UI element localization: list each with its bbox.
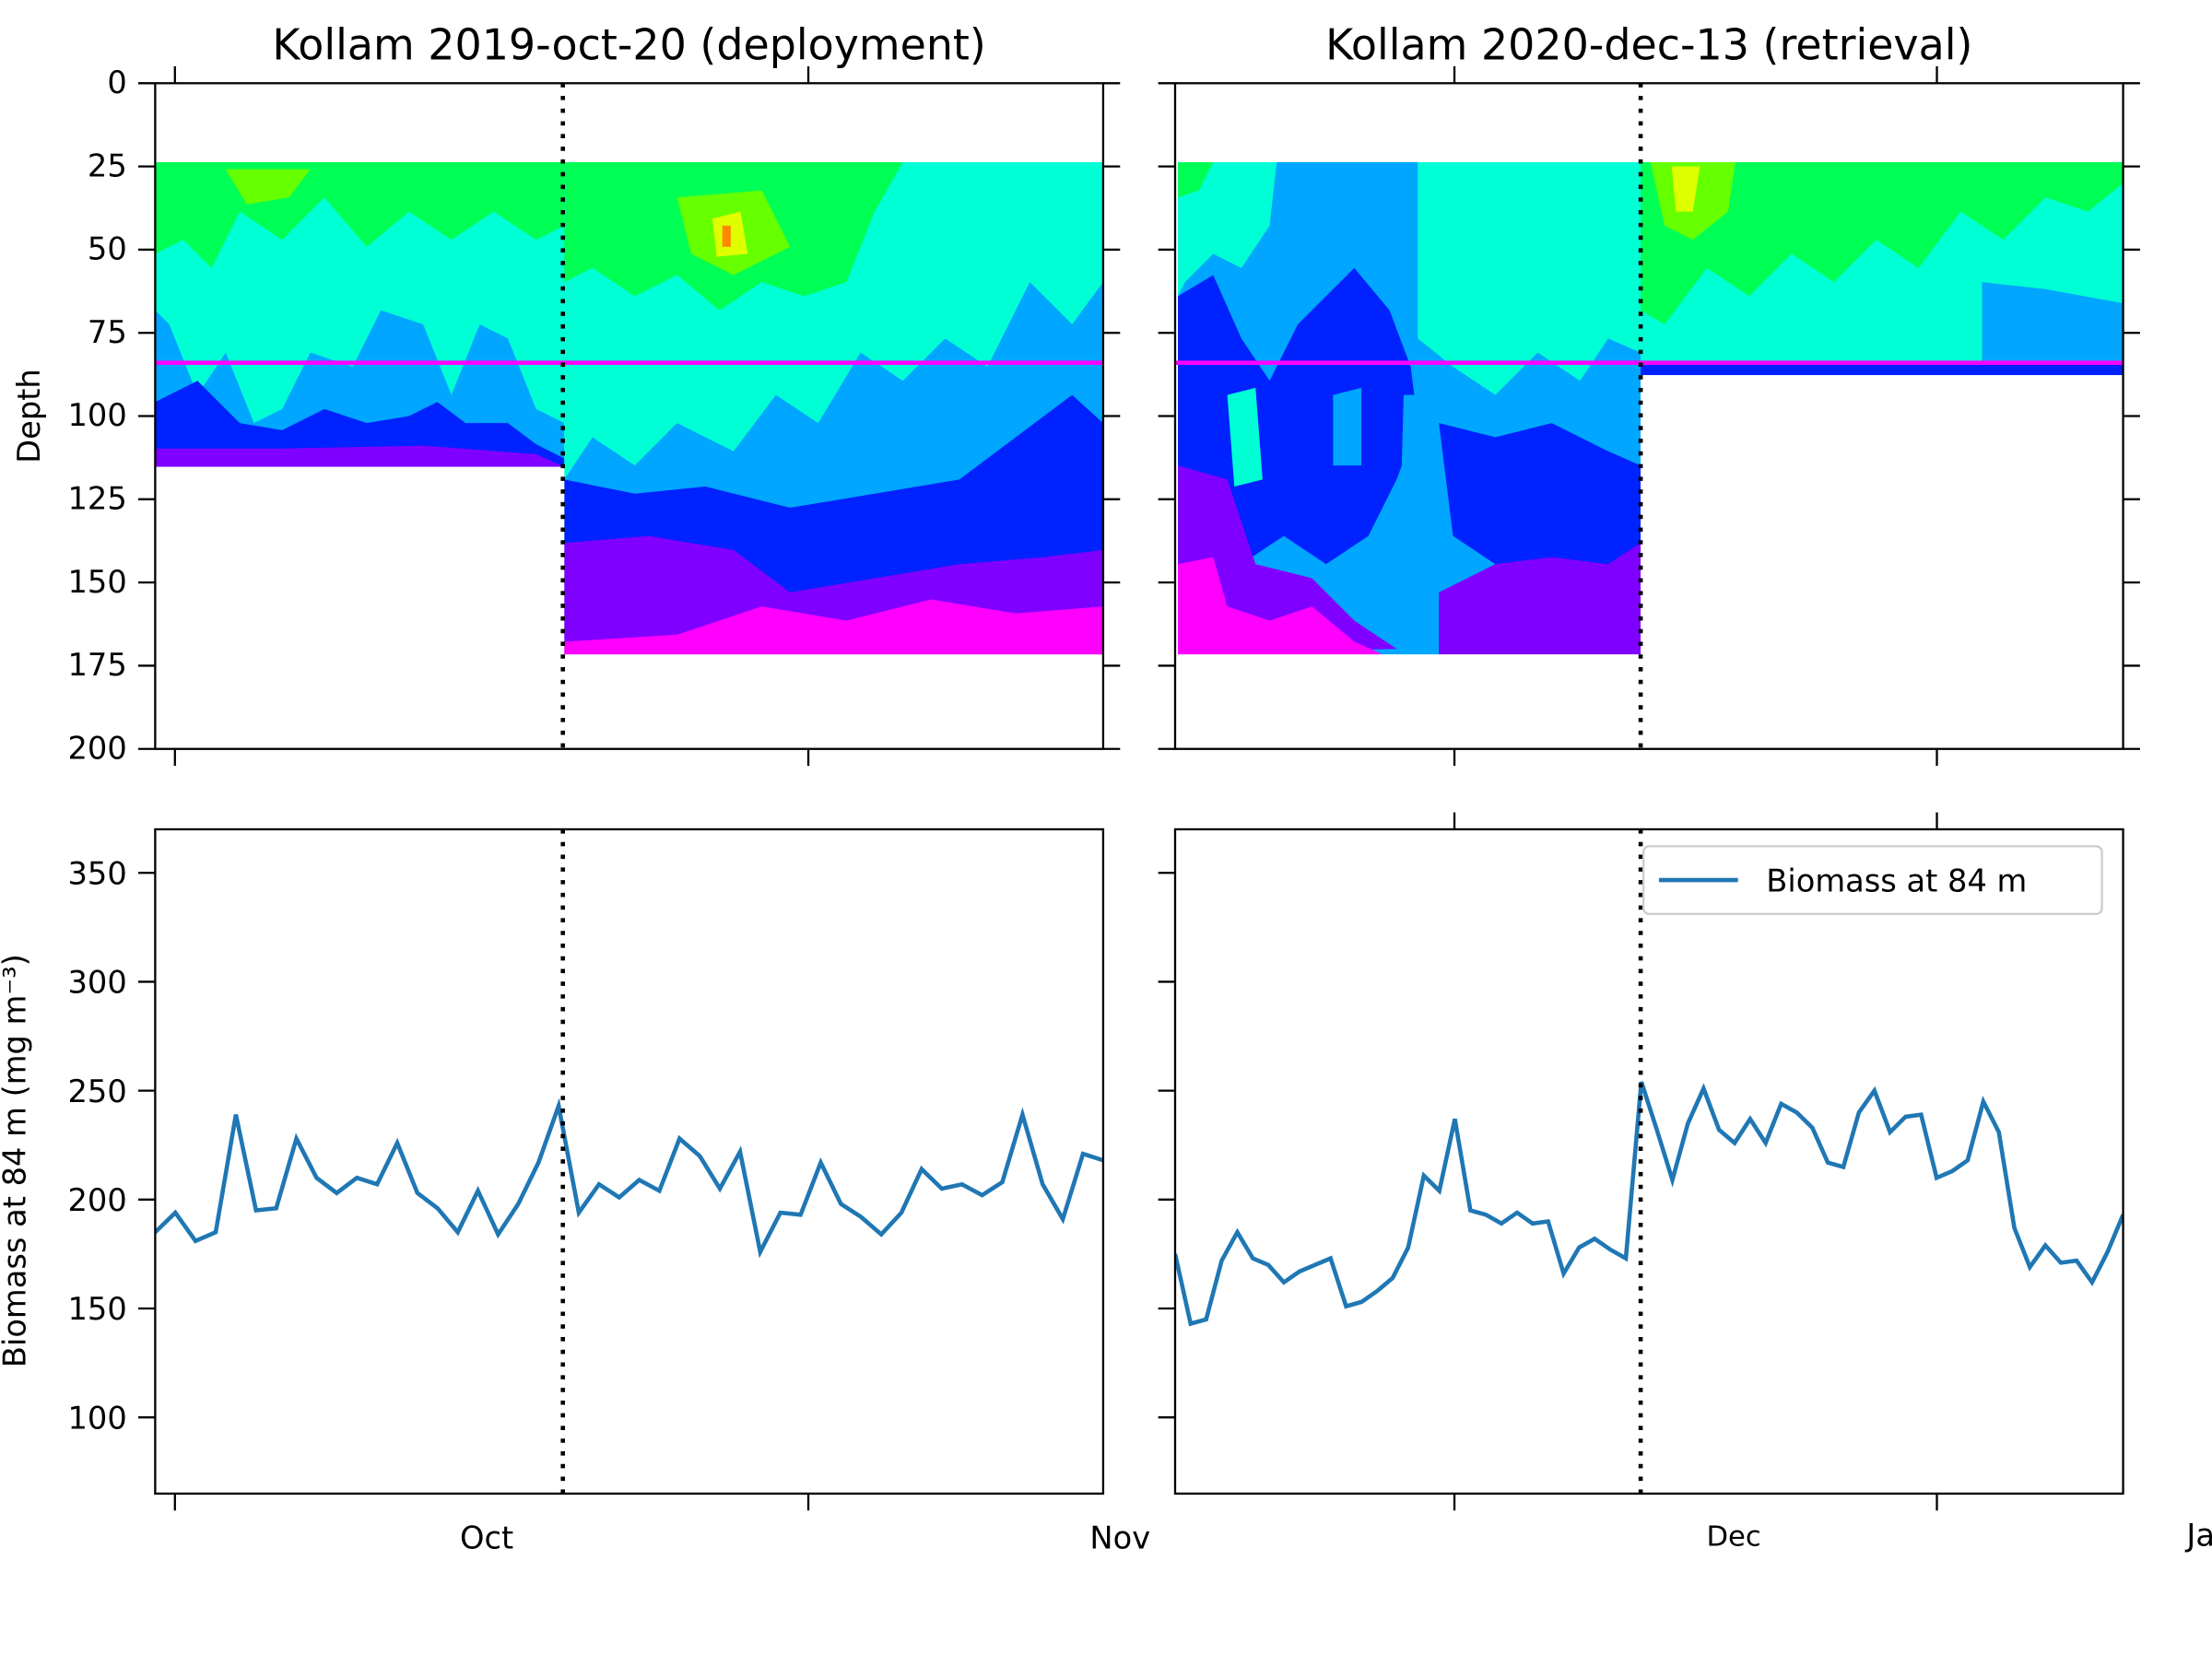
x-tick-label: Ja [2184, 1518, 2212, 1554]
legend: Biomass at 84 m [1642, 845, 2103, 915]
x-tick-label: Oct [460, 1520, 513, 1556]
y-tick-label: 50 [88, 231, 127, 267]
y-tick-label: 350 [68, 856, 127, 892]
panel-bottom-right: Dec Ja Biomass at 84 m [1158, 812, 2212, 1554]
contour-field [1174, 162, 2124, 749]
y-axis [1158, 872, 1175, 1419]
contour-field [155, 162, 1103, 749]
y-tick-label: 25 [88, 147, 127, 183]
panel-title: Kollam 2020-dec-13 (retrieval) [1325, 19, 1972, 69]
contour-band [1227, 387, 1263, 487]
contour-band [155, 381, 565, 467]
y-tick-label: 250 [68, 1074, 127, 1109]
y-tick-label: 150 [68, 1291, 127, 1327]
biomass-series-line [155, 1097, 1103, 1259]
y-axis-label: Depth [11, 369, 47, 463]
y-axis [1158, 82, 2140, 750]
contour-band [1439, 423, 1641, 592]
axes-frame [1173, 827, 2124, 1496]
panel-title: Kollam 2019-oct-20 (deployment) [272, 19, 985, 69]
contour-band [1178, 162, 1214, 198]
contour-band [225, 169, 311, 205]
x-tick-label: Dec [1706, 1521, 1760, 1554]
contour-band [1178, 162, 1277, 297]
y-tick-label: 300 [68, 965, 127, 1001]
y-tick-label: 0 [107, 65, 126, 100]
biomass-series-line [1174, 1081, 2124, 1327]
legend-box [1642, 845, 2103, 915]
y-axis: 100 150 200 250 300 350 [68, 856, 156, 1436]
legend-label: Biomass at 84 m [1766, 862, 2027, 898]
y-tick-label: 125 [68, 481, 127, 517]
panel-top-left: Kollam 2019-oct-20 (deployment) [11, 19, 1121, 766]
contour-band [1641, 162, 2124, 325]
y-tick-label: 75 [88, 314, 127, 350]
no-data-area [1641, 375, 2124, 749]
contour-band [564, 599, 1103, 655]
y-tick-label: 175 [68, 647, 127, 683]
y-axis: 0 25 50 75 100 125 150 175 200 [68, 65, 1121, 766]
contour-band [1671, 166, 1700, 212]
axes-frame [154, 827, 1105, 1496]
no-data-area [155, 466, 565, 749]
contour-band [1396, 394, 1440, 655]
contour-band [1178, 465, 1397, 655]
contour-band [1982, 282, 2124, 367]
contour-band [1439, 543, 1641, 655]
contour-band [1641, 363, 2124, 376]
contour-band [722, 225, 731, 247]
no-data-area [1174, 654, 1644, 749]
contour-band [1418, 162, 1641, 395]
contour-band [1333, 387, 1362, 466]
contour-band [1178, 267, 1418, 565]
no-data-area [564, 654, 1103, 749]
y-tick-label: 100 [68, 1400, 127, 1436]
panel-bottom-left: 100 150 200 250 300 350 Biomass at 84 m (mg m… [0, 827, 1150, 1556]
contour-band [155, 445, 565, 467]
y-tick-label: 200 [68, 1182, 127, 1218]
contour-band [1178, 557, 1382, 655]
y-axis-label: Biomass at 84 m (mg m⁻³) [0, 954, 33, 1367]
y-tick-label: 150 [68, 564, 127, 600]
panel-top-right: Kollam 2020-dec-13 (retrieval) [1158, 19, 2140, 767]
x-tick-label: Nov [1089, 1520, 1150, 1556]
y-tick-label: 100 [68, 397, 127, 433]
y-tick-label: 200 [68, 730, 127, 766]
